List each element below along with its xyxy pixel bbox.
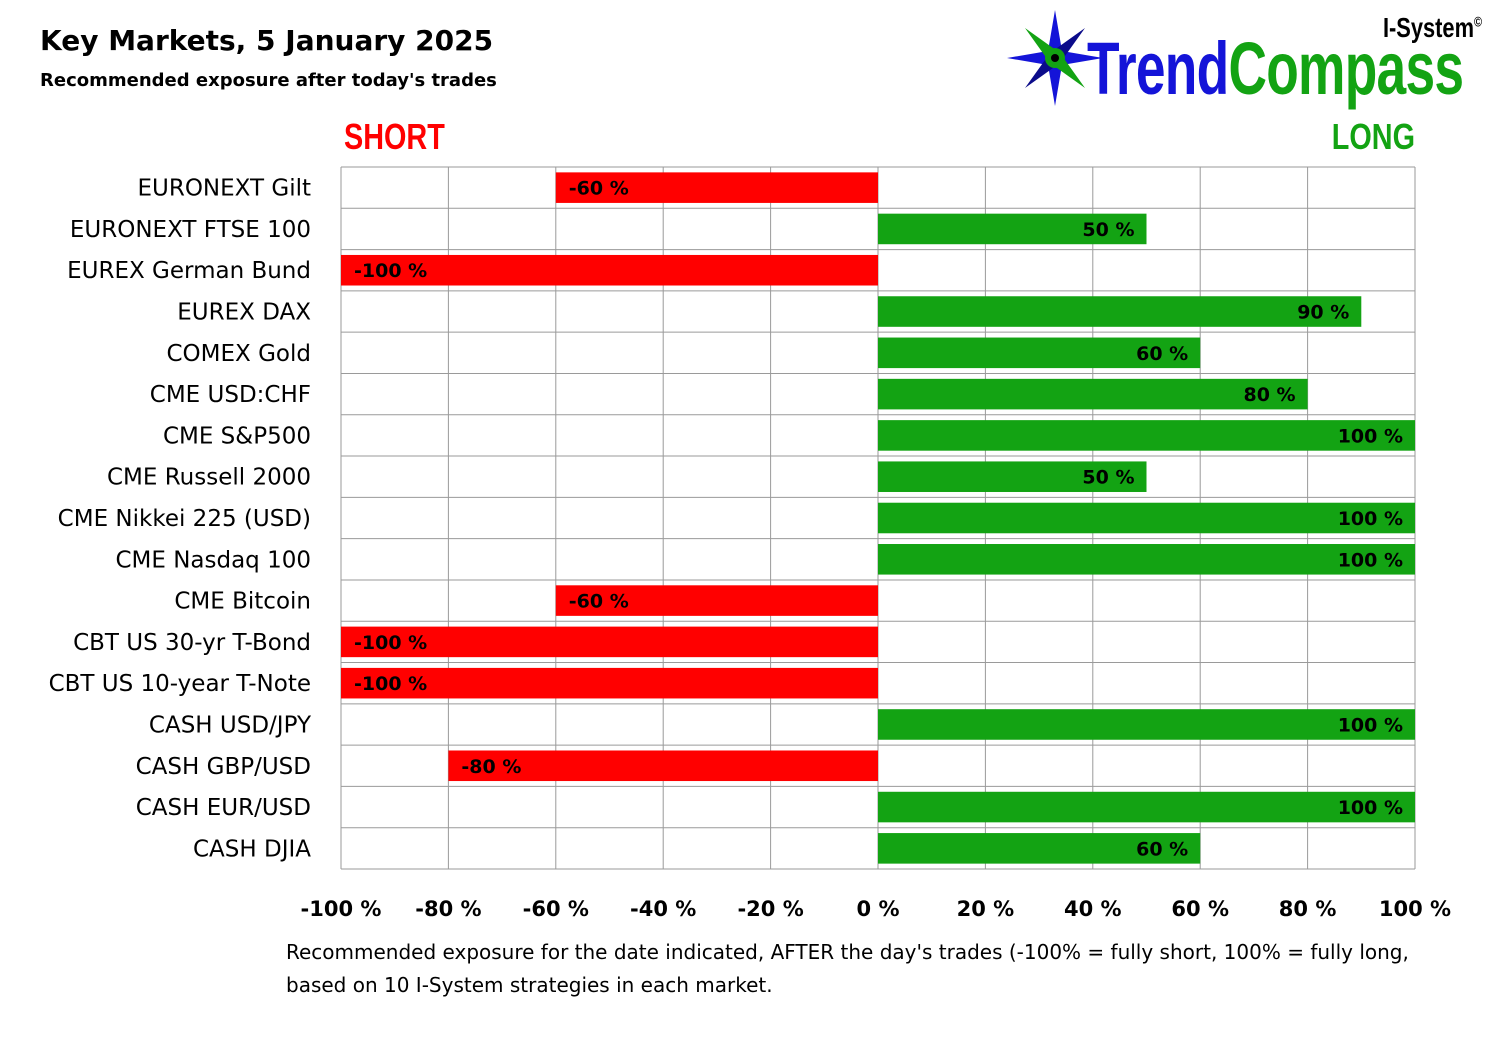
category-label: CME USD:CHF: [150, 382, 311, 408]
page-title: Key Markets, 5 January 2025: [40, 24, 494, 57]
category-label: CASH GBP/USD: [136, 754, 311, 780]
data-label: 100 %: [1338, 549, 1403, 571]
data-label: 100 %: [1338, 508, 1403, 530]
data-label: 60 %: [1136, 343, 1188, 365]
bar: [878, 213, 1147, 245]
category-label: EURONEXT FTSE 100: [70, 217, 311, 243]
category-label: CME Bitcoin: [174, 589, 311, 615]
data-label: -60 %: [569, 591, 629, 613]
bar: [878, 337, 1201, 369]
trendcompass-logo: I-System© TrendCompass: [1005, 8, 1490, 113]
x-tick-label: 100 %: [1379, 897, 1451, 921]
bar: [878, 544, 1415, 575]
data-label: -100 %: [354, 260, 427, 282]
data-label: -60 %: [569, 178, 629, 200]
bar: [878, 791, 1415, 823]
x-tick-label: -40 %: [630, 897, 696, 921]
bar: [878, 420, 1415, 451]
x-tick-label: 40 %: [1064, 897, 1122, 921]
category-label: CME S&P500: [163, 423, 311, 449]
bar: [555, 172, 878, 203]
data-label: -80 %: [461, 756, 521, 778]
footnote: Recommended exposure for the date indica…: [286, 940, 1409, 997]
bar: [448, 750, 878, 782]
x-tick-label: -60 %: [523, 897, 589, 921]
category-label: EURONEXT Gilt: [137, 176, 311, 202]
data-label: 60 %: [1136, 838, 1188, 860]
bar: [341, 254, 878, 286]
logo-word-trend: Trend: [1087, 27, 1229, 110]
data-label: 50 %: [1082, 219, 1134, 241]
x-tick-label: 80 %: [1279, 897, 1337, 921]
category-label: CME Russell 2000: [107, 465, 311, 491]
page-subtitle: Recommended exposure after today's trade…: [40, 70, 497, 91]
category-label: CME Nikkei 225 (USD): [58, 506, 311, 532]
data-label: -100 %: [354, 632, 427, 654]
x-tick-label: -20 %: [737, 897, 803, 921]
bar: [878, 378, 1308, 410]
data-label: 80 %: [1244, 384, 1296, 406]
bar: [878, 833, 1201, 864]
category-label: EUREX German Bund: [67, 258, 311, 284]
x-tick-label: -100 %: [301, 897, 382, 921]
compass-star-icon: [1007, 10, 1103, 106]
x-tick-label: 0 %: [857, 897, 900, 921]
logo-brand-top: I-System©: [1382, 12, 1482, 43]
bar: [878, 461, 1147, 492]
bar: [555, 585, 878, 616]
bar: [878, 709, 1415, 740]
x-tick-label: -80 %: [415, 897, 481, 921]
category-label: COMEX Gold: [167, 341, 312, 367]
data-label: 100 %: [1338, 797, 1403, 819]
logo-word-compass: Compass: [1228, 27, 1464, 110]
category-label: CASH USD/JPY: [149, 712, 312, 738]
category-label: CBT US 30-yr T-Bond: [73, 630, 311, 656]
data-label: 90 %: [1297, 302, 1349, 324]
long-label: LONG: [1331, 116, 1415, 157]
bar: [878, 502, 1415, 534]
data-label: 100 %: [1338, 714, 1403, 736]
x-tick-label: 60 %: [1171, 897, 1229, 921]
category-label: CME Nasdaq 100: [115, 547, 311, 573]
category-label: CBT US 10-year T-Note: [49, 671, 311, 697]
bar: [341, 626, 878, 658]
bar: [341, 667, 878, 699]
category-label: CASH DJIA: [193, 836, 311, 862]
data-label: 50 %: [1082, 467, 1134, 489]
category-label: EUREX DAX: [177, 300, 311, 326]
data-label: 100 %: [1338, 425, 1403, 447]
data-label: -100 %: [354, 673, 427, 695]
short-label: SHORT: [344, 116, 445, 157]
category-label: CASH EUR/USD: [136, 795, 311, 821]
x-tick-label: 20 %: [957, 897, 1015, 921]
logo-wordmark: TrendCompass: [1087, 32, 1464, 106]
bar: [878, 296, 1362, 327]
